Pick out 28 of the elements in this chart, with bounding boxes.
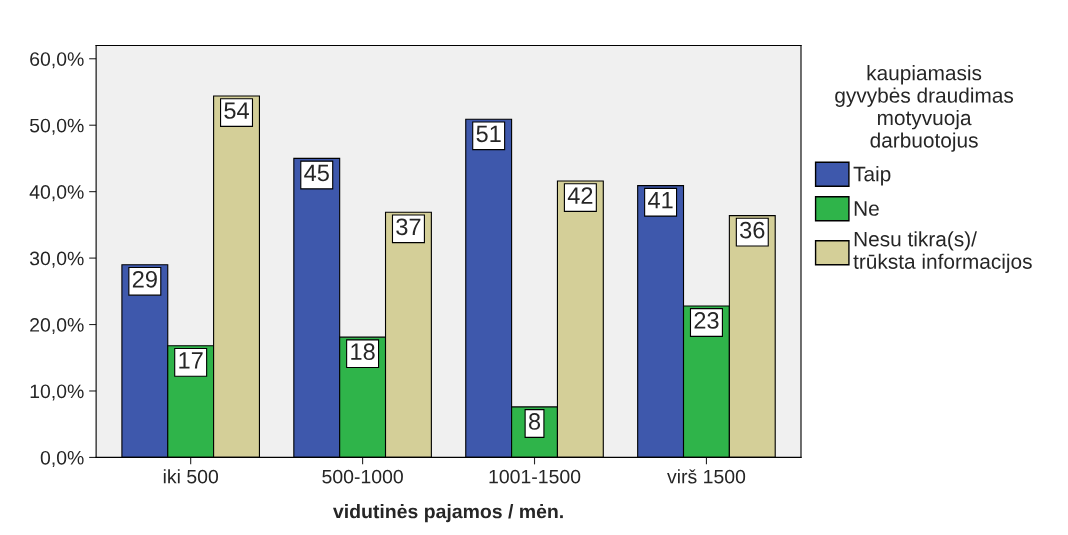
x-tick-label: virš 1500 — [667, 469, 746, 484]
data-label: 37 — [396, 218, 421, 236]
y-tick-label: 20,0% — [30, 318, 84, 335]
x-axis-title: vidutinės pajamos / mėn. — [333, 504, 563, 523]
y-tick-label: 30,0% — [29, 251, 84, 268]
data-label: 23 — [694, 312, 719, 329]
data-label: 54 — [224, 102, 249, 119]
data-label: 41 — [648, 192, 673, 209]
legend-title: kaupiamasis gyvybės draudimas motyvuoja darbuotojus — [835, 65, 1014, 152]
data-label: 51 — [476, 125, 501, 143]
x-tick-label: 1001-1500 — [489, 469, 581, 484]
y-tick-label: 40,0% — [29, 185, 84, 202]
data-label: 42 — [567, 187, 593, 204]
legend-label: Nesu tikra(s)/ trūksta informacijos — [853, 231, 1032, 274]
y-tick-label: 0,0% — [40, 450, 84, 467]
data-label: 36 — [740, 221, 765, 239]
data-label: 18 — [351, 343, 375, 361]
x-tick-label: iki 500 — [163, 469, 219, 484]
y-tick-label: 10,0% — [30, 384, 84, 401]
data-label: 29 — [132, 270, 157, 288]
legend-label: Ne — [854, 201, 879, 216]
data-label: 45 — [304, 164, 329, 182]
data-label: 17 — [179, 352, 203, 369]
y-tick-label: 50,0% — [29, 118, 84, 135]
y-tick-label: 60,0% — [30, 52, 84, 69]
legend-label: Taip — [853, 166, 891, 186]
data-label: 8 — [528, 413, 541, 430]
x-tick-label: 500-1000 — [322, 469, 403, 484]
